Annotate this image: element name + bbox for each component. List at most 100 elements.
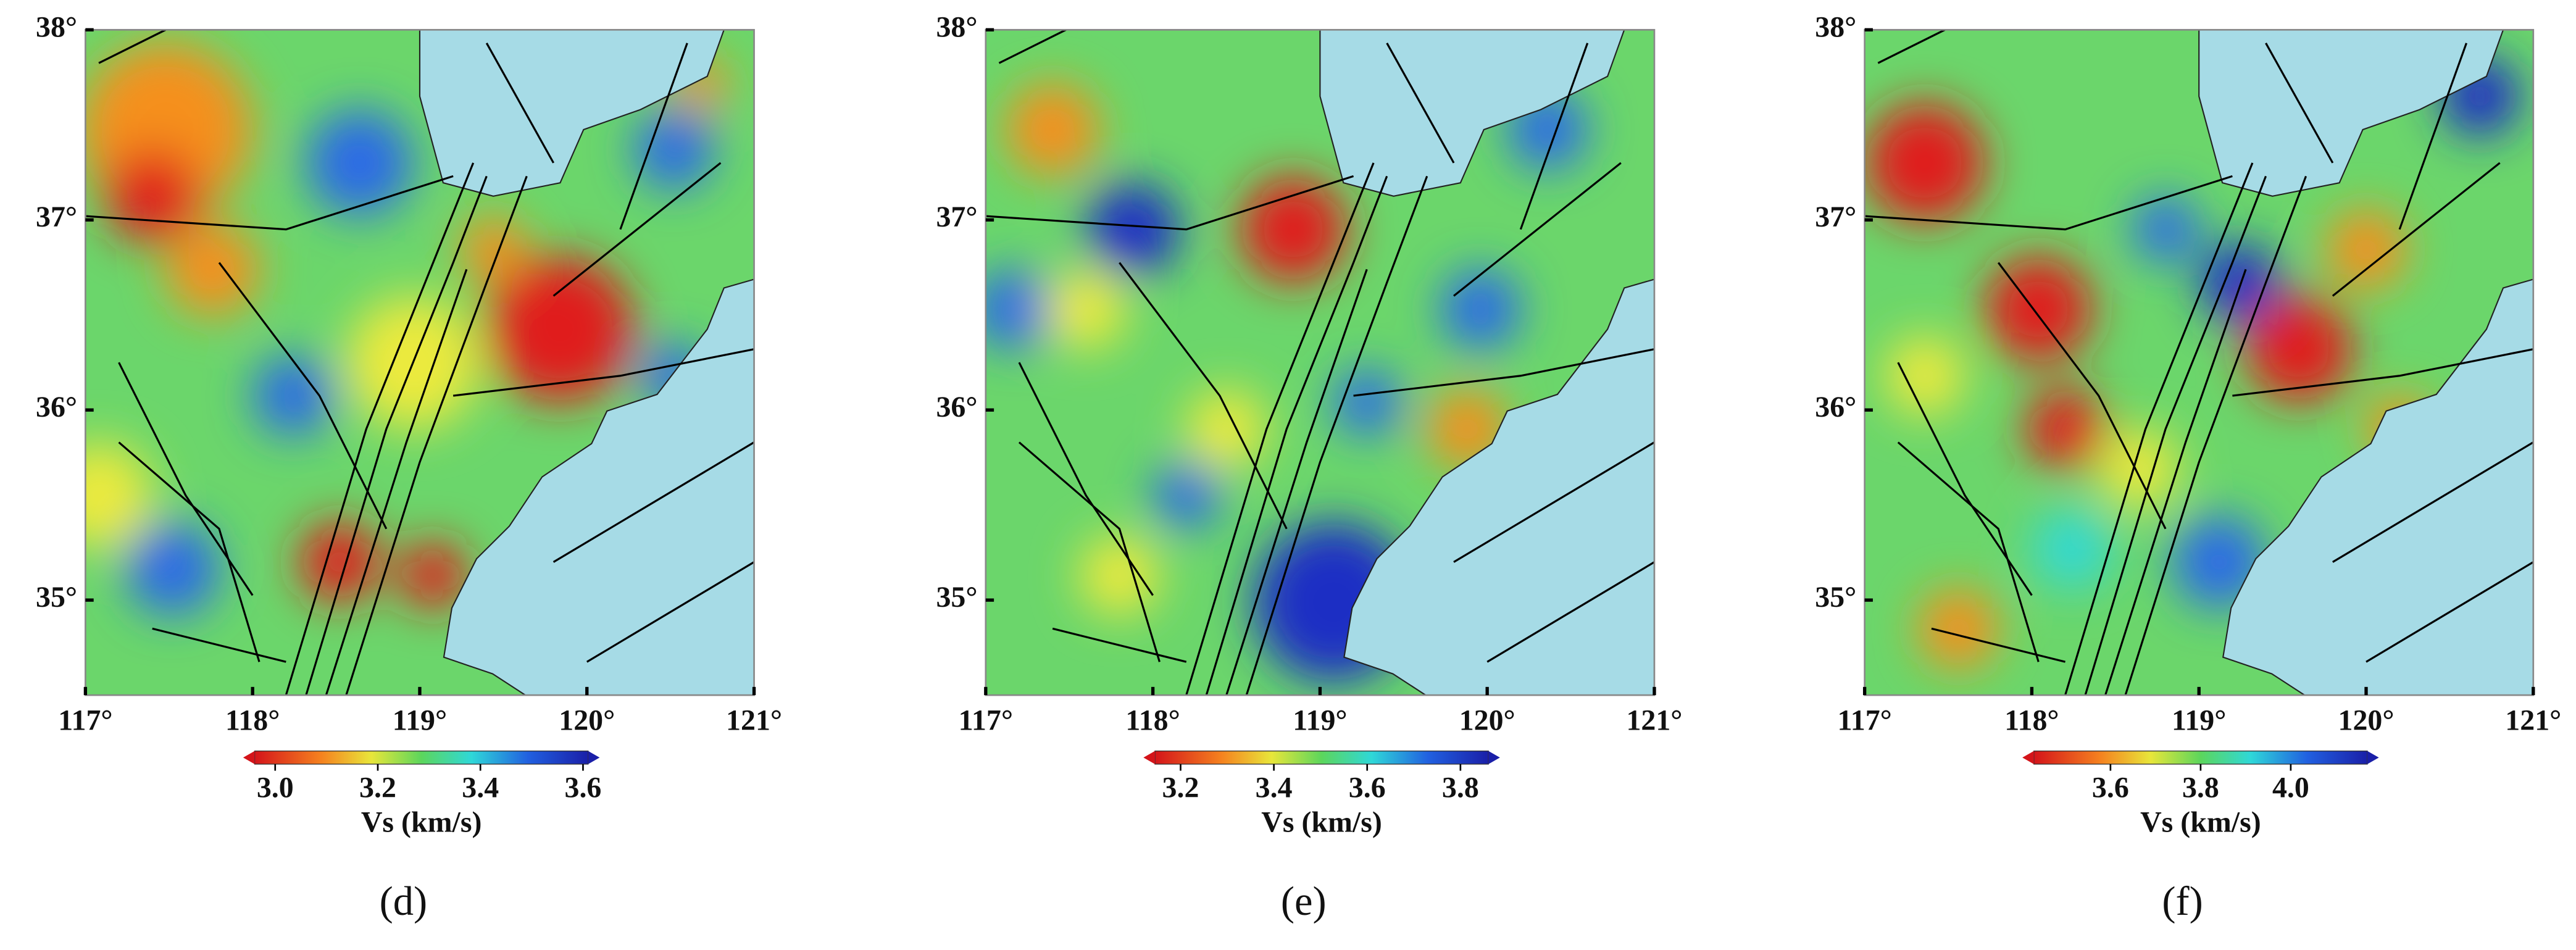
colorbar-title: Vs (km/s) bbox=[361, 806, 482, 838]
lon-tick-label: 117° bbox=[58, 704, 112, 736]
lat-tick-label: 38° bbox=[1815, 10, 1856, 43]
fault bbox=[1225, 269, 1368, 696]
velocity-anomaly bbox=[1153, 462, 1220, 529]
fault bbox=[2398, 43, 2467, 230]
velocity-anomaly bbox=[2098, 428, 2179, 509]
lat-tick-label: 37° bbox=[36, 201, 77, 233]
lon-tick-label: 119° bbox=[1293, 704, 1347, 736]
lon-tick-label: 120° bbox=[2338, 704, 2395, 736]
fault bbox=[2084, 175, 2267, 696]
velocity-anomaly bbox=[306, 109, 414, 217]
map-panel: 117° 118° 119° 120° 121° 35° 36° 37° 38° 3.0 3.2 3.… bbox=[36, 10, 782, 924]
fault bbox=[285, 162, 475, 696]
fault bbox=[586, 561, 754, 663]
lon-tick-label: 118° bbox=[225, 704, 280, 736]
panel-label: (d) bbox=[380, 879, 428, 924]
velocity-anomaly bbox=[633, 109, 714, 190]
fault bbox=[118, 441, 261, 662]
sea bbox=[419, 30, 725, 197]
fault bbox=[2332, 162, 2501, 297]
velocity-anomaly bbox=[2032, 509, 2112, 589]
velocity-anomaly bbox=[486, 256, 634, 403]
map-field bbox=[985, 30, 1654, 696]
velocity-field bbox=[85, 43, 728, 616]
velocity-anomaly bbox=[252, 356, 333, 436]
fault bbox=[1897, 441, 2040, 662]
fault bbox=[2366, 561, 2533, 663]
colorbar-tick-label: 3.8 bbox=[1442, 771, 1479, 804]
velocity-anomaly bbox=[1006, 83, 1099, 177]
lat-tick-label: 36° bbox=[1815, 391, 1856, 423]
fault bbox=[1052, 627, 1187, 663]
fault bbox=[1245, 175, 1428, 696]
map-frame bbox=[85, 28, 755, 696]
colorbar-tick-label: 3.6 bbox=[1349, 771, 1386, 804]
lon-tick-label: 121° bbox=[2505, 704, 2561, 736]
colorbar-arrow bbox=[1488, 751, 1500, 764]
fault bbox=[1453, 441, 1654, 563]
fault bbox=[2332, 441, 2533, 563]
fault bbox=[452, 348, 754, 397]
fault bbox=[1931, 627, 2065, 663]
fault bbox=[325, 269, 468, 696]
colorbar-title: Vs (km/s) bbox=[1261, 806, 1382, 838]
sea bbox=[1343, 278, 1654, 696]
fault bbox=[485, 43, 555, 164]
map-panel: 117° 118° 119° 120° 121° 35° 36° 37° 38° 3.6 3.8 4.… bbox=[1815, 10, 2561, 924]
velocity-anomaly bbox=[1918, 588, 1999, 669]
colorbar-arrow bbox=[243, 751, 255, 764]
sea bbox=[2222, 278, 2533, 696]
velocity-anomaly bbox=[1864, 102, 1985, 223]
sea bbox=[1319, 30, 1625, 197]
lon-tick-label: 119° bbox=[393, 704, 447, 736]
lon-tick-label: 120° bbox=[559, 704, 615, 736]
velocity-anomaly bbox=[1186, 388, 1267, 469]
fault bbox=[552, 162, 722, 297]
lat-tick-label: 37° bbox=[936, 201, 977, 233]
map-field bbox=[1864, 30, 2533, 696]
velocity-anomaly bbox=[399, 541, 467, 609]
fault bbox=[998, 30, 1067, 64]
fault bbox=[619, 43, 688, 230]
lat-tick-label: 38° bbox=[936, 10, 977, 43]
fault bbox=[1453, 162, 1622, 297]
velocity-anomaly bbox=[1046, 269, 1127, 349]
velocity-anomaly bbox=[1086, 182, 1180, 277]
colorbar bbox=[1154, 750, 1489, 765]
velocity-anomaly bbox=[165, 222, 260, 317]
fault bbox=[218, 262, 388, 530]
colorbar bbox=[254, 750, 589, 765]
colorbar-arrow bbox=[2022, 751, 2034, 764]
fault bbox=[1897, 362, 2033, 596]
fault bbox=[118, 362, 254, 596]
lon-tick-label: 117° bbox=[1837, 704, 1891, 736]
velocity-anomaly bbox=[125, 522, 220, 616]
lat-tick-label: 35° bbox=[36, 581, 77, 614]
lon-tick-label: 118° bbox=[2004, 704, 2059, 736]
colorbar-arrow bbox=[1143, 751, 1155, 764]
fault bbox=[1205, 175, 1388, 696]
lat-tick-label: 37° bbox=[1815, 201, 1856, 233]
colorbar-tick-label: 3.6 bbox=[2092, 771, 2129, 804]
lon-tick-label: 119° bbox=[2172, 704, 2226, 736]
lat-tick-label: 35° bbox=[1815, 581, 1856, 614]
lat-tick-label: 36° bbox=[936, 391, 977, 423]
velocity-anomaly bbox=[2025, 388, 2106, 469]
fault bbox=[1864, 175, 2233, 231]
velocity-anomaly bbox=[85, 442, 152, 549]
fault bbox=[552, 441, 754, 563]
fault bbox=[1018, 362, 1154, 596]
colorbar-arrow bbox=[2367, 751, 2379, 764]
sea bbox=[443, 278, 754, 696]
fault bbox=[2232, 348, 2533, 397]
map-panel: 117° 118° 119° 120° 121° 35° 36° 37° 38° 3.2 3.4 3.… bbox=[936, 10, 1682, 924]
lat-tick-label: 36° bbox=[36, 391, 77, 423]
lat-tick-label: 35° bbox=[936, 581, 977, 614]
fault bbox=[305, 175, 488, 696]
sea bbox=[2198, 30, 2504, 197]
colorbar-tick-label: 3.2 bbox=[359, 771, 396, 804]
lon-tick-label: 121° bbox=[726, 704, 782, 736]
colorbar-tick-label: 3.8 bbox=[2182, 771, 2219, 804]
fault bbox=[345, 175, 528, 696]
